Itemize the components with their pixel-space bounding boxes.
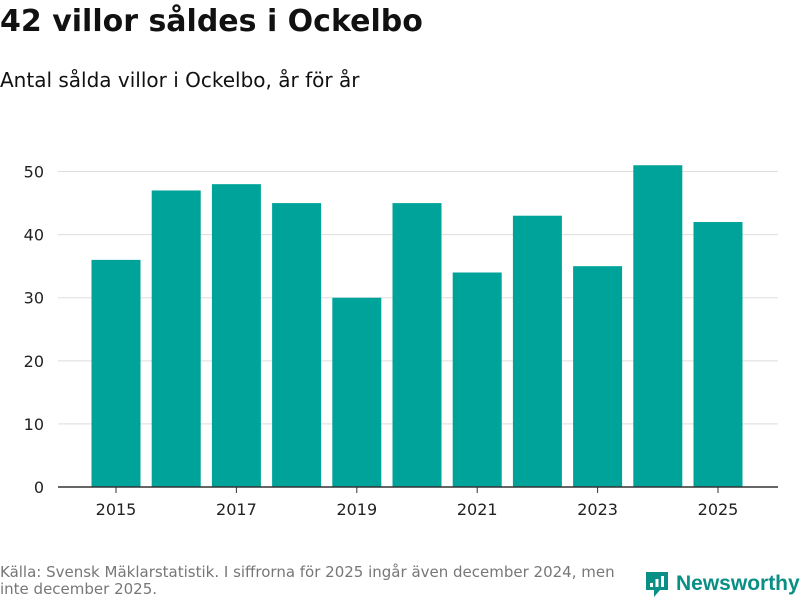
chart-subtitle: Antal sålda villor i Ockelbo, år för år xyxy=(0,68,360,92)
bar-2021 xyxy=(452,272,502,487)
chart-title: 42 villor såldes i Ockelbo xyxy=(0,4,423,39)
y-tick-label-50: 50 xyxy=(24,163,44,182)
bar-2022 xyxy=(512,215,562,487)
bar-2025 xyxy=(693,222,743,487)
bar-2017 xyxy=(211,184,261,487)
y-tick-label-30: 30 xyxy=(24,289,44,308)
bar-2024 xyxy=(633,165,683,487)
bar-2015 xyxy=(91,259,141,487)
source-note: Källa: Svensk Mäklarstatistik. I siffror… xyxy=(0,563,615,598)
y-tick-label-20: 20 xyxy=(24,352,44,371)
newsworthy-logo-icon xyxy=(646,572,668,597)
bar-2023 xyxy=(573,266,623,487)
x-tick-label-2015: 2015 xyxy=(96,500,137,519)
bars xyxy=(91,165,743,488)
x-tick-label-2021: 2021 xyxy=(457,500,498,519)
brand-name: Newsworthy xyxy=(676,572,800,595)
bar-2019 xyxy=(332,297,382,487)
brand: Newsworthy xyxy=(644,568,800,600)
bar-2018 xyxy=(272,203,322,487)
y-tick-label-40: 40 xyxy=(24,226,44,245)
bar-2016 xyxy=(151,190,201,488)
y-tick-label-0: 0 xyxy=(34,478,44,497)
y-axis-ticks: 0 10 20 30 40 50 xyxy=(24,163,44,497)
y-tick-label-10: 10 xyxy=(24,415,44,434)
x-tick-label-2025: 2025 xyxy=(698,500,739,519)
x-tick-label-2019: 2019 xyxy=(336,500,377,519)
x-tick-label-2017: 2017 xyxy=(216,500,257,519)
bar-2020 xyxy=(392,203,442,487)
x-tick-label-2023: 2023 xyxy=(577,500,618,519)
bar-chart: 0 10 20 30 40 50 2015 2017 2019 2021 2023 2025 xyxy=(24,163,778,519)
x-axis-ticks: 2015 2017 2019 2021 2023 2025 xyxy=(96,487,739,519)
